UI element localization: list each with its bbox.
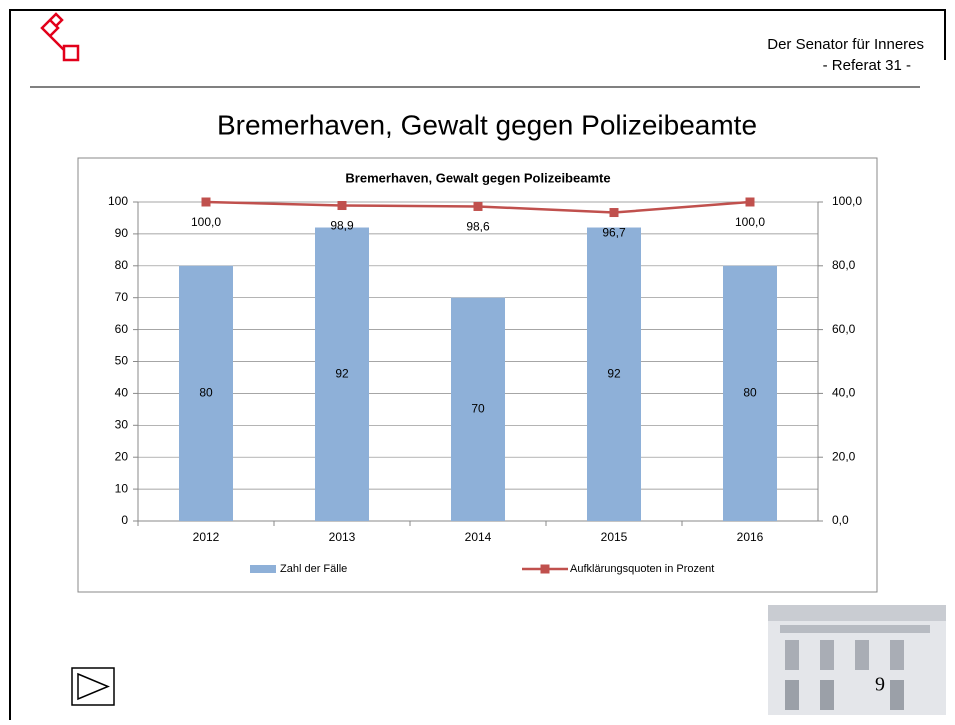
x-tick-label: 2013 xyxy=(329,530,356,544)
y-tick-label: 20 xyxy=(115,449,129,463)
y-tick-label: 40 xyxy=(115,386,129,400)
x-tick-label: 2016 xyxy=(737,530,764,544)
marker xyxy=(201,197,211,207)
next-button[interactable] xyxy=(71,667,115,706)
bar xyxy=(315,227,369,521)
y-tick-label: 100 xyxy=(108,194,128,208)
logo xyxy=(40,12,80,62)
y-tick-label: 90 xyxy=(115,226,129,240)
marker xyxy=(745,197,755,207)
y-tick-label: 60 xyxy=(115,322,129,336)
bar xyxy=(587,227,641,521)
marker xyxy=(473,201,483,211)
building xyxy=(768,605,946,715)
y-tick-label: 80 xyxy=(115,258,129,272)
bar-label: 92 xyxy=(607,366,621,380)
y2-tick-label: 100,0 xyxy=(832,194,862,208)
header-org: Der Senator für Inneres xyxy=(767,36,924,53)
marker xyxy=(337,201,347,211)
x-tick-label: 2015 xyxy=(601,530,628,544)
y-tick-label: 10 xyxy=(115,481,129,495)
y2-tick-label: 40,0 xyxy=(832,386,856,400)
y-tick-label: 0 xyxy=(121,513,128,527)
bar-label: 70 xyxy=(471,402,485,416)
y2-tick-label: 20,0 xyxy=(832,449,856,463)
header-dept: - Referat 31 - xyxy=(823,57,911,74)
line-label: 98,6 xyxy=(466,220,490,234)
y-tick-label: 30 xyxy=(115,417,129,431)
slide-title: Bremerhaven, Gewalt gegen Polizeibeamte xyxy=(217,109,757,140)
x-tick-label: 2012 xyxy=(193,530,220,544)
bar-label: 80 xyxy=(743,386,757,400)
bar xyxy=(723,265,777,521)
y2-tick-label: 0,0 xyxy=(832,513,849,527)
legend-label: Zahl der Fälle xyxy=(280,563,347,575)
y2-tick-label: 80,0 xyxy=(832,258,856,272)
bar xyxy=(179,265,233,521)
y2-tick-label: 60,0 xyxy=(832,322,856,336)
legend-label: Aufklärungsquoten in Prozent xyxy=(570,563,714,575)
slide-frame xyxy=(9,9,946,720)
x-tick-label: 2014 xyxy=(465,530,492,544)
y-tick-label: 50 xyxy=(115,354,129,368)
legend-marker xyxy=(540,564,550,574)
page-number: 9 xyxy=(875,674,885,696)
line-label: 100,0 xyxy=(191,215,221,229)
marker xyxy=(609,208,619,218)
line-label: 98,9 xyxy=(330,219,354,233)
bar xyxy=(451,297,505,521)
bar-label: 92 xyxy=(335,366,349,380)
line-label: 100,0 xyxy=(735,215,765,229)
bar-label: 80 xyxy=(199,386,213,400)
line-label: 96,7 xyxy=(602,226,626,240)
y-tick-label: 70 xyxy=(115,290,129,304)
chart-title: Bremerhaven, Gewalt gegen Polizeibeamte xyxy=(345,170,610,185)
legend-swatch xyxy=(250,565,276,573)
